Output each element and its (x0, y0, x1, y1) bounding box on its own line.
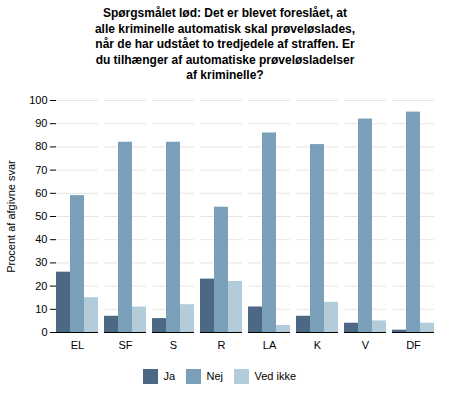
html-text:Nej: Nej (206, 370, 223, 383)
svg-text:K: K (314, 339, 322, 351)
svg-text:90: 90 (35, 117, 47, 129)
html-text:Ja: Ja (163, 370, 175, 383)
svg-text:DF: DF (406, 339, 421, 351)
svg-text:80: 80 (35, 140, 47, 152)
svg-text:R: R (218, 339, 226, 351)
svg-text:V: V (362, 339, 370, 351)
html-text:Spørgsmålet lød: Det er blevet: Spørgsmålet lød: Det er blevet foreslået… (94, 6, 356, 83)
svg-text:60: 60 (35, 187, 47, 199)
svg-text:30: 30 (35, 256, 47, 268)
svg-text:10: 10 (35, 303, 47, 315)
svg-text:EL: EL (71, 339, 84, 351)
svg-text:70: 70 (35, 164, 47, 176)
svg-text:LA: LA (263, 339, 277, 351)
svg-text:Procent af afgivne svar: Procent af afgivne svar (5, 160, 17, 273)
svg-text:SF: SF (118, 339, 132, 351)
svg-text:20: 20 (35, 280, 47, 292)
svg-text:0: 0 (41, 326, 47, 338)
svg-text:50: 50 (35, 210, 47, 222)
svg-text:S: S (170, 339, 177, 351)
svg-text:100: 100 (29, 94, 47, 106)
html-text:Ved ikke: Ved ikke (254, 370, 297, 383)
svg-text:40: 40 (35, 233, 47, 245)
